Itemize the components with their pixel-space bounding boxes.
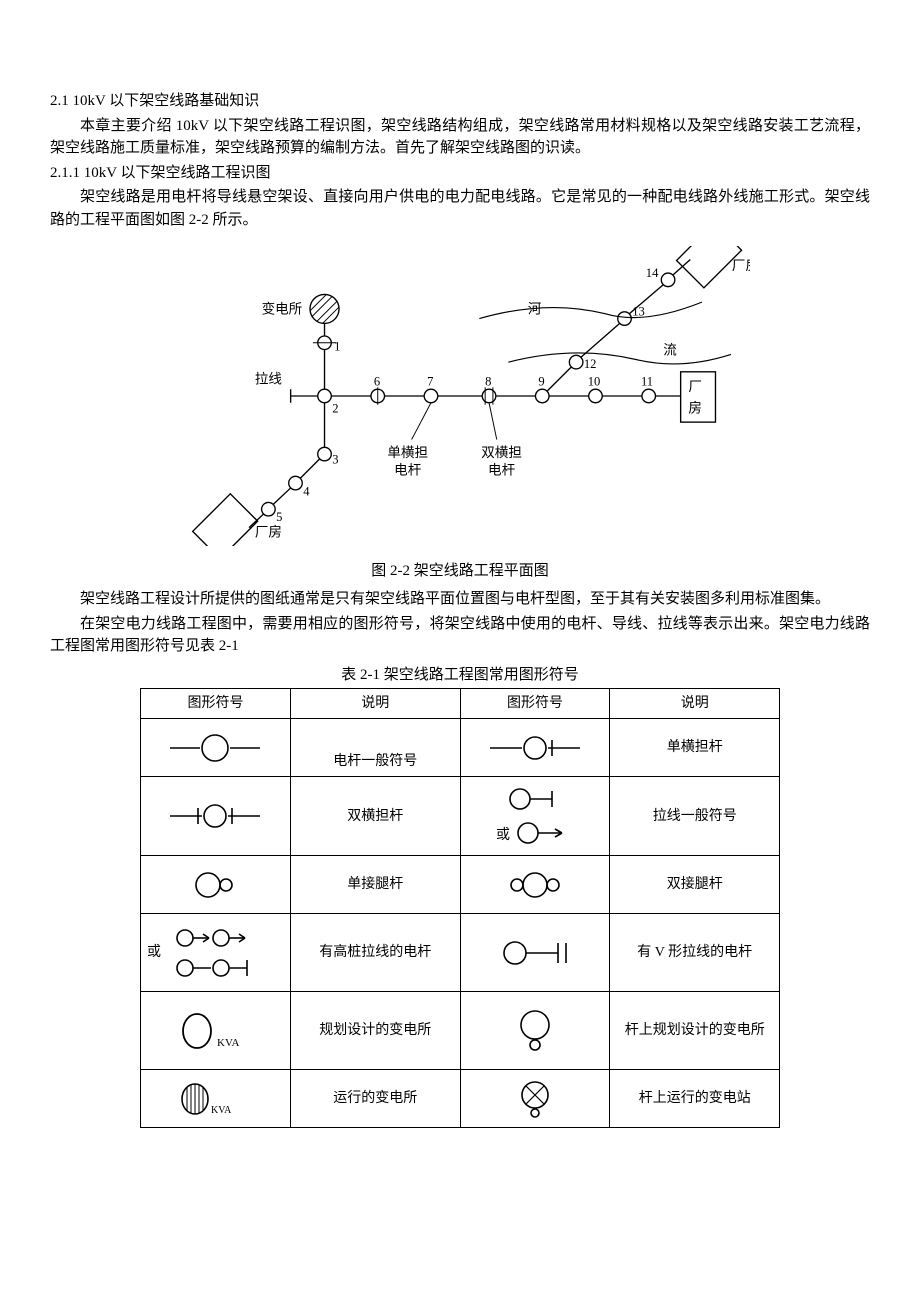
svg-text:9: 9 xyxy=(538,374,544,388)
svg-text:14: 14 xyxy=(646,266,659,280)
symbol-double-crossarm xyxy=(141,777,291,856)
section-2-1-heading: 2.1 10kV 以下架空线路基础知识 xyxy=(50,90,870,113)
svg-text:或: 或 xyxy=(496,827,510,843)
table-row: KVA 运行的变电所 杆上运行的变电站 xyxy=(141,1070,780,1128)
table-row: 双横担杆 或 拉线一般符号 xyxy=(141,777,780,856)
table-2-1-caption: 表 2-1 架空线路工程图常用图形符号 xyxy=(50,664,870,687)
svg-text:4: 4 xyxy=(303,485,310,499)
label-river: 河 xyxy=(528,302,542,317)
svg-text:2: 2 xyxy=(332,401,338,415)
label-single-crossarm-2: 电杆 xyxy=(394,462,422,477)
th-desc-1: 说明 xyxy=(290,689,460,719)
symbol-guy-wire-general: 或 xyxy=(460,777,610,856)
symbol-v-guy xyxy=(460,914,610,992)
desc-v-guy: 有 V 形拉线的电杆 xyxy=(610,914,780,992)
desc-single-leg: 单接腿杆 xyxy=(290,856,460,914)
label-double-crossarm-1: 双横担 xyxy=(481,445,522,460)
svg-text:10: 10 xyxy=(588,374,601,388)
svg-text:11: 11 xyxy=(641,374,653,388)
figure-2-2-svg: 变电所 拉线 厂房 厂房 厂 房 河 流 单横担 电杆 双横担 电杆 1 2 3… xyxy=(170,246,750,546)
th-symbol-1: 图形符号 xyxy=(141,689,291,719)
desc-high-pile-guy: 有高桩拉线的电杆 xyxy=(290,914,460,992)
desc-guy-wire-general: 拉线一般符号 xyxy=(610,777,780,856)
symbol-pole-general xyxy=(141,719,291,777)
desc-planned-pole-substation: 杆上规划设计的变电所 xyxy=(610,992,780,1070)
or-label: 或 xyxy=(147,942,161,963)
svg-text:KVA: KVA xyxy=(217,1037,239,1049)
label-single-crossarm-1: 单横担 xyxy=(387,445,428,460)
symbol-planned-pole-substation xyxy=(460,992,610,1070)
desc-running-substation: 运行的变电所 xyxy=(290,1070,460,1128)
svg-text:6: 6 xyxy=(374,374,380,388)
symbol-running-pole-substation xyxy=(460,1070,610,1128)
section-2-1-intro: 本章主要介绍 10kV 以下架空线路工程识图，架空线路结构组成，架空线路常用材料… xyxy=(50,115,870,160)
table-row: 单接腿杆 双接腿杆 xyxy=(141,856,780,914)
svg-text:5: 5 xyxy=(276,510,282,524)
label-factory-3b: 房 xyxy=(688,400,702,415)
svg-text:7: 7 xyxy=(427,374,433,388)
table-2-1: 图形符号 说明 图形符号 说明 电杆一般符号 单横担杆 双横担杆 xyxy=(140,688,780,1128)
symbol-single-crossarm xyxy=(460,719,610,777)
label-factory-2: 厂房 xyxy=(732,258,750,273)
label-substation: 变电所 xyxy=(262,302,303,317)
label-factory-3a: 厂 xyxy=(688,379,702,394)
table-row: 或 有高桩拉线的电杆 有 V 形拉线的电杆 xyxy=(141,914,780,992)
svg-text:12: 12 xyxy=(584,357,597,371)
symbol-high-pile-guy: 或 xyxy=(141,914,291,992)
desc-double-leg: 双接腿杆 xyxy=(610,856,780,914)
svg-text:KVA: KVA xyxy=(211,1105,232,1116)
symbol-planned-substation: KVA xyxy=(141,992,291,1070)
desc-planned-substation: 规划设计的变电所 xyxy=(290,992,460,1070)
desc-pole-general: 电杆一般符号 xyxy=(290,719,460,777)
svg-text:8: 8 xyxy=(485,374,491,388)
table-header-row: 图形符号 说明 图形符号 说明 xyxy=(141,689,780,719)
svg-text:1: 1 xyxy=(334,340,340,354)
label-double-crossarm-2: 电杆 xyxy=(488,462,516,477)
label-factory-1: 厂房 xyxy=(255,524,282,539)
table-row: KVA 规划设计的变电所 杆上规划设计的变电所 xyxy=(141,992,780,1070)
label-guy-wire: 拉线 xyxy=(255,371,283,386)
section-2-1-1-para2: 架空线路工程设计所提供的图纸通常是只有架空线路平面位置图与电杆型图，至于其有关安… xyxy=(50,588,870,611)
figure-2-2: 变电所 拉线 厂房 厂房 厂 房 河 流 单横担 电杆 双横担 电杆 1 2 3… xyxy=(50,246,870,582)
symbol-double-leg xyxy=(460,856,610,914)
th-symbol-2: 图形符号 xyxy=(460,689,610,719)
desc-single-crossarm: 单横担杆 xyxy=(610,719,780,777)
symbol-single-leg xyxy=(141,856,291,914)
svg-text:13: 13 xyxy=(632,305,645,319)
desc-running-pole-substation: 杆上运行的变电站 xyxy=(610,1070,780,1128)
th-desc-2: 说明 xyxy=(610,689,780,719)
desc-double-crossarm: 双横担杆 xyxy=(290,777,460,856)
section-2-1-1-heading: 2.1.1 10kV 以下架空线路工程识图 xyxy=(50,162,870,185)
label-flow: 流 xyxy=(663,342,677,357)
section-2-1-1-para3: 在架空电力线路工程图中，需要用相应的图形符号，将架空线路中使用的电杆、导线、拉线… xyxy=(50,613,870,658)
table-row: 电杆一般符号 单横担杆 xyxy=(141,719,780,777)
svg-text:3: 3 xyxy=(332,453,338,467)
symbol-running-substation: KVA xyxy=(141,1070,291,1128)
figure-2-2-caption: 图 2-2 架空线路工程平面图 xyxy=(50,560,870,583)
section-2-1-1-para1: 架空线路是用电杆将导线悬空架设、直接向用户供电的电力配电线路。它是常见的一种配电… xyxy=(50,186,870,231)
